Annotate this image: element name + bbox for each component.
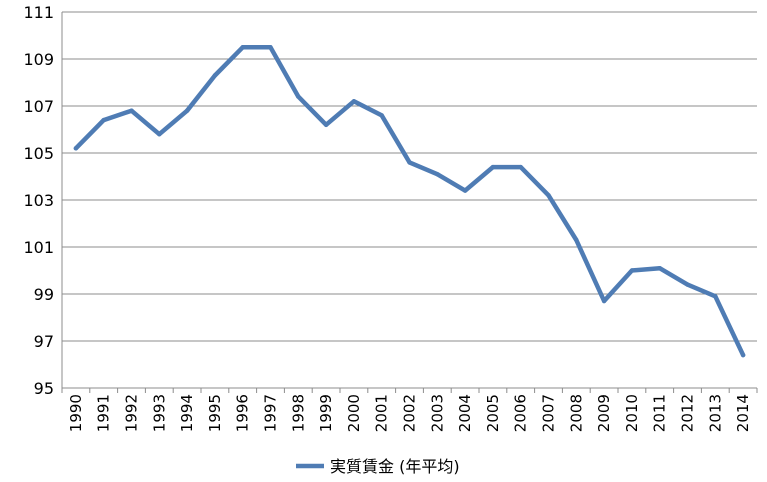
data-point [129,108,134,113]
x-tick-label: 1991 [95,394,113,432]
data-point [462,188,468,193]
y-tick-label: 97 [34,332,54,351]
x-tick-label: 2013 [706,394,724,432]
data-point [379,113,384,118]
x-tick-label: 1999 [317,394,335,432]
x-axis-ticks: 1990 1991 1992 1993 1994 1995 1996 1997 1998 1999… [61,388,758,432]
x-tick-label: 2003 [428,394,446,432]
x-tick-label: 2001 [373,394,391,432]
data-point [574,237,579,243]
y-tick-label: 95 [34,379,54,398]
x-tick-label: 2002 [401,394,419,432]
series-line [73,45,746,358]
data-point [713,294,718,299]
x-tick-label: 1992 [123,394,141,432]
x-tick-label: 1997 [262,394,280,432]
x-tick-label: 2011 [651,394,669,432]
gridlines [62,11,757,342]
x-tick-label: 2004 [456,394,474,432]
data-point [518,164,523,170]
data-point [212,73,218,78]
data-point [490,164,496,170]
x-tick-label: 2009 [595,394,613,432]
y-tick-label: 111 [23,3,54,22]
x-tick-label: 1993 [150,394,168,432]
data-point [685,282,690,287]
y-tick-label: 101 [23,238,54,257]
y-tick-label: 105 [23,144,54,163]
x-tick-label: 2008 [567,394,585,432]
data-point [323,122,329,128]
data-point [740,352,746,358]
data-point [657,265,662,271]
data-point [268,45,273,50]
data-point [601,298,607,304]
x-tick-label: 2014 [734,394,752,432]
data-point [157,132,162,137]
x-tick-label: 1996 [234,394,252,432]
data-point [351,99,357,104]
y-tick-label: 107 [23,97,54,116]
data-point [546,193,551,198]
data-point [240,45,245,50]
x-tick-label: 2012 [679,394,697,432]
data-point [629,268,635,273]
data-point [296,94,301,99]
x-tick-label: 1994 [178,394,196,432]
legend-label: 実質賃金 (年平均) [330,457,460,476]
x-tick-label: 1995 [206,394,224,432]
x-tick-label: 2006 [512,394,530,432]
y-tick-label: 103 [23,191,54,210]
data-point [101,117,106,123]
y-axis-ticks: 95 97 99 101 103 105 107 109 111 [23,3,54,398]
x-tick-label: 1990 [67,394,85,432]
data-point [73,146,79,151]
x-tick-label: 2007 [540,394,558,432]
x-tick-label: 1998 [289,394,307,432]
x-tick-label: 2010 [623,394,641,432]
x-tick-label: 2005 [484,394,502,432]
data-point [435,171,440,177]
data-point [407,160,412,165]
x-tick-label: 2000 [345,394,363,432]
data-point [184,108,190,113]
y-tick-label: 99 [34,285,54,304]
legend: 実質賃金 (年平均) [296,457,460,476]
series-group [73,45,746,358]
y-tick-label: 109 [23,50,54,69]
